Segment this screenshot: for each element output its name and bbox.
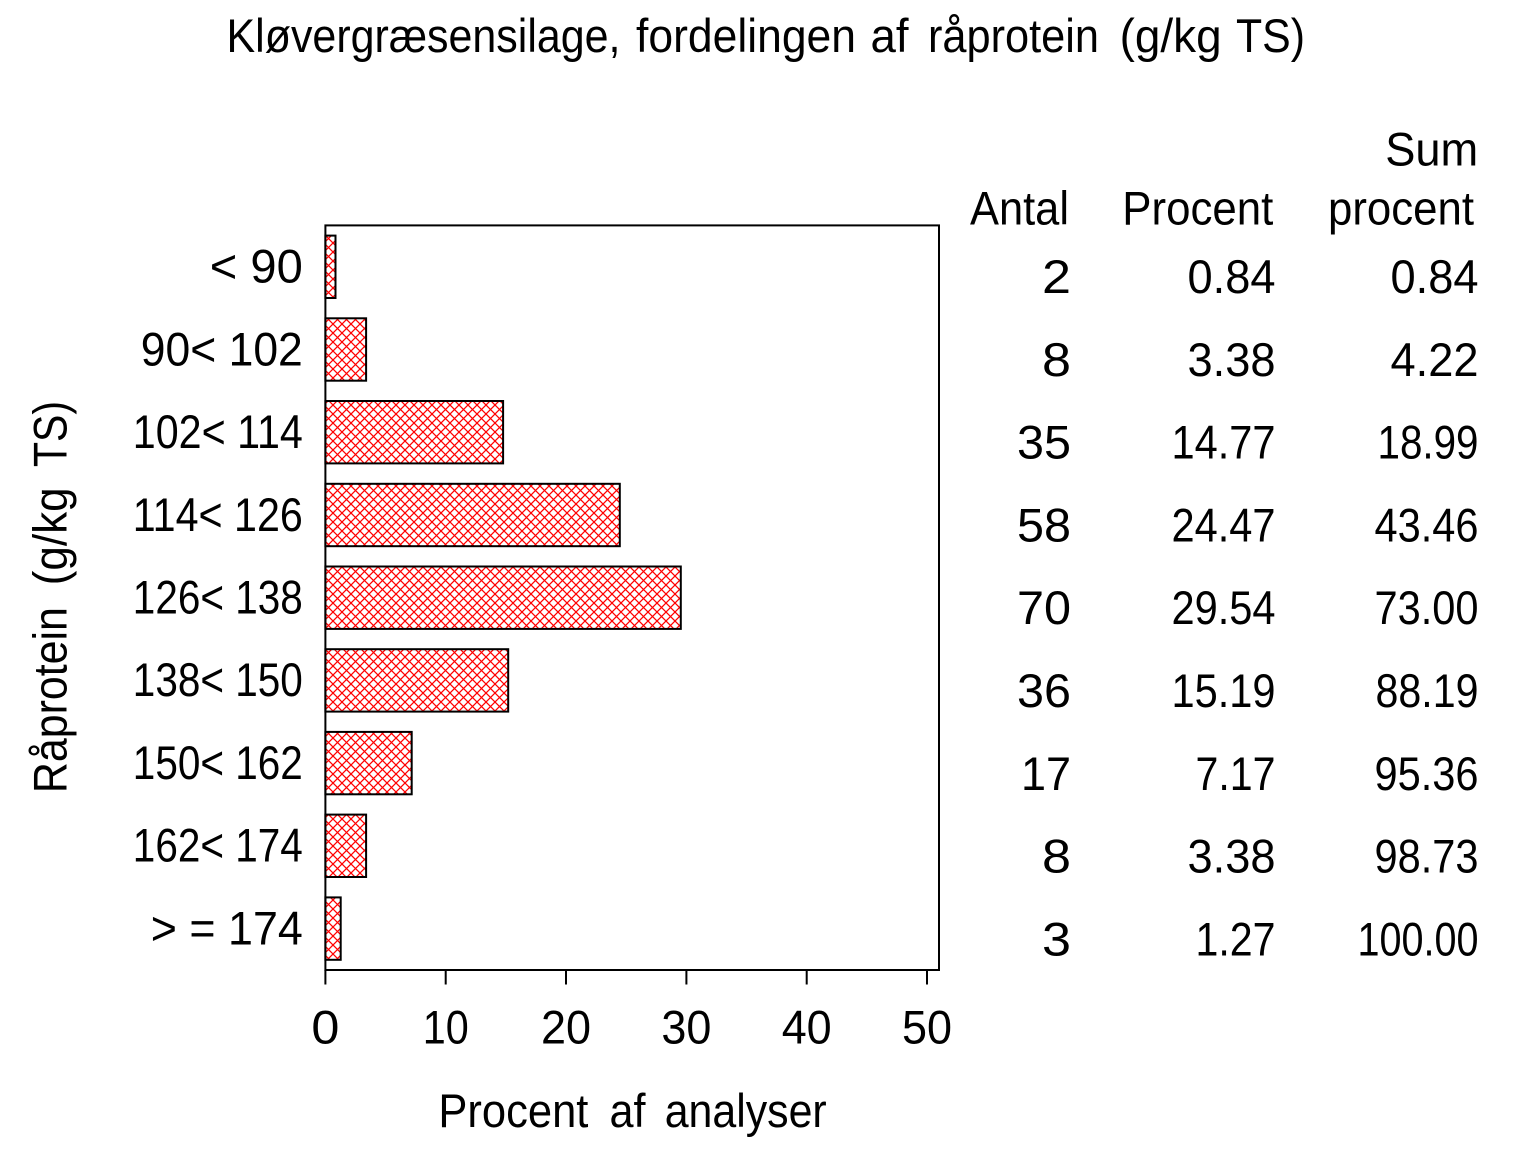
svg-text:43.46: 43.46 — [1375, 498, 1479, 551]
svg-text:Kløvergræsensilage,: Kløvergræsensilage, — [227, 9, 621, 62]
svg-text:29.54: 29.54 — [1172, 581, 1276, 634]
svg-text:95.36: 95.36 — [1375, 747, 1479, 800]
svg-text:150< 162: 150< 162 — [133, 736, 303, 789]
svg-text:(g/kg: (g/kg — [24, 487, 77, 585]
svg-text:126< 138: 126< 138 — [133, 571, 303, 624]
svg-text:102< 114: 102< 114 — [133, 405, 303, 458]
svg-text:0.84: 0.84 — [1188, 250, 1276, 303]
svg-text:< 90: < 90 — [210, 240, 303, 293]
svg-text:70: 70 — [1017, 581, 1071, 634]
svg-text:100.00: 100.00 — [1358, 912, 1479, 965]
svg-text:Råprotein: Råprotein — [24, 607, 77, 793]
svg-text:24.47: 24.47 — [1172, 498, 1276, 551]
svg-text:30: 30 — [661, 1000, 711, 1053]
svg-text:af: af — [610, 1084, 647, 1137]
svg-text:88.19: 88.19 — [1376, 664, 1479, 717]
svg-text:98.73: 98.73 — [1375, 830, 1479, 883]
svg-text:TS): TS) — [1236, 9, 1305, 62]
svg-text:Procent: Procent — [438, 1084, 588, 1137]
svg-text:fordelingen: fordelingen — [636, 9, 856, 62]
svg-text:Sum: Sum — [1385, 123, 1478, 176]
svg-text:TS): TS) — [24, 401, 77, 467]
svg-text:15.19: 15.19 — [1172, 664, 1276, 717]
svg-text:18.99: 18.99 — [1378, 416, 1479, 469]
svg-text:58: 58 — [1017, 498, 1071, 551]
svg-text:138< 150: 138< 150 — [133, 653, 303, 706]
svg-text:40: 40 — [782, 1000, 832, 1053]
svg-text:procent: procent — [1328, 182, 1474, 235]
svg-text:2: 2 — [1042, 250, 1071, 303]
svg-text:3: 3 — [1042, 912, 1071, 965]
svg-text:analyser: analyser — [665, 1084, 827, 1137]
svg-text:Procent: Procent — [1122, 182, 1273, 235]
svg-text:Antal: Antal — [970, 182, 1069, 235]
svg-text:3.38: 3.38 — [1188, 333, 1276, 386]
svg-text:4.22: 4.22 — [1391, 333, 1479, 386]
svg-text:17: 17 — [1021, 747, 1071, 800]
svg-text:0: 0 — [311, 1000, 339, 1053]
svg-text:50: 50 — [902, 1000, 952, 1053]
svg-text:36: 36 — [1017, 664, 1071, 717]
svg-text:35: 35 — [1017, 416, 1071, 469]
svg-text:114< 126: 114< 126 — [133, 488, 303, 541]
svg-text:1.27: 1.27 — [1196, 912, 1276, 965]
svg-text:20: 20 — [541, 1000, 591, 1053]
svg-text:90< 102: 90< 102 — [141, 322, 303, 375]
svg-text:14.77: 14.77 — [1172, 416, 1276, 469]
svg-text:8: 8 — [1042, 830, 1071, 883]
svg-text:7.17: 7.17 — [1196, 747, 1276, 800]
svg-text:0.84: 0.84 — [1391, 250, 1479, 303]
svg-text:10: 10 — [423, 1000, 469, 1053]
svg-text:af: af — [871, 9, 910, 62]
svg-text:(g/kg: (g/kg — [1120, 9, 1222, 62]
svg-text:162< 174: 162< 174 — [133, 819, 303, 872]
svg-text:8: 8 — [1042, 333, 1071, 386]
svg-text:3.38: 3.38 — [1188, 830, 1276, 883]
svg-text:73.00: 73.00 — [1375, 581, 1479, 634]
svg-text:råprotein: råprotein — [928, 9, 1099, 62]
svg-text:> = 174: > = 174 — [151, 901, 303, 954]
